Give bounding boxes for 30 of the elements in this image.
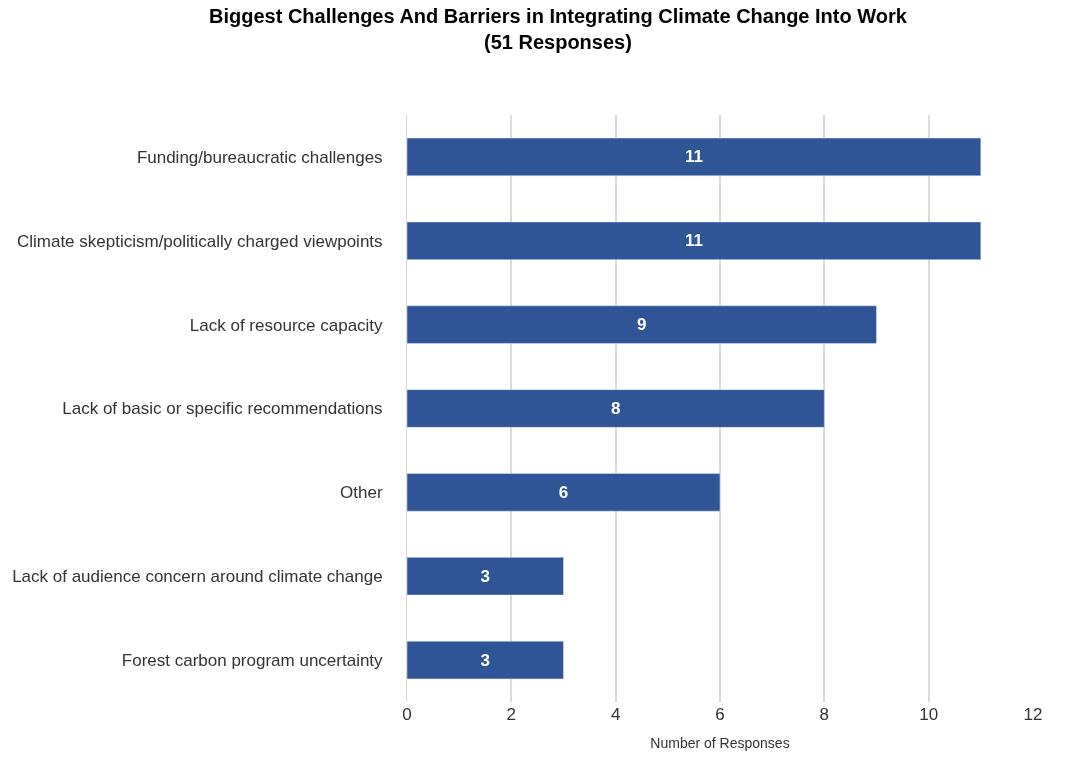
data-label: 3 [480,566,490,586]
y-tick-label: Lack of basic or specific recommendations [62,399,383,419]
bar [407,640,564,680]
data-label: 11 [684,231,703,251]
x-tick-label: 0 [402,705,412,724]
y-tick-label: Funding/bureaucratic challenges [136,147,383,167]
bar [407,137,982,177]
x-tick-label: 12 [1023,705,1043,724]
x-tick-label: 2 [506,705,517,724]
x-tick-label: 6 [715,705,725,724]
data-label: 6 [558,482,569,502]
y-tick-label: Climate skepticism/politically charged viewpoints [16,231,383,251]
y-tick-label: Forest carbon program uncertainty [121,651,384,671]
bar [407,305,877,344]
chart-title: Biggest Challenges And Barriers in Integrating Climate Change Into Work (51 Responses) [209,5,908,54]
x-tick-label: 10 [919,705,939,724]
data-label: 3 [480,650,490,670]
bar [407,389,825,428]
bar [407,473,721,512]
data-label: 9 [637,315,647,335]
data-label: 11 [684,147,703,167]
x-tick-label: 4 [610,705,621,724]
bar [407,557,564,596]
data-label: 8 [610,399,621,418]
y-tick-label: Other [340,483,383,503]
x-tick-label: 8 [819,705,830,724]
x-axis-title: Number of Responses [650,735,790,752]
bar [407,221,982,260]
y-tick-label: Lack of audience concern around climate change [12,567,383,587]
y-tick-label: Lack of resource capacity [189,315,384,335]
